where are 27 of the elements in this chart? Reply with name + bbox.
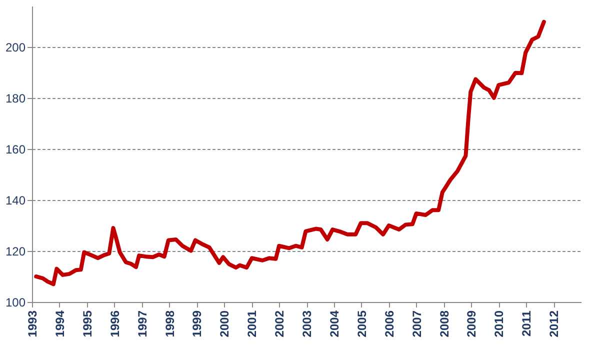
line-series bbox=[34, 20, 546, 286]
x-tick-label: 1999 bbox=[190, 310, 204, 338]
x-tick-label: 2009 bbox=[464, 310, 479, 338]
x-tick-label: 2002 bbox=[272, 310, 287, 338]
x-tick-label: 2005 bbox=[354, 310, 369, 338]
y-tick-label: 200 bbox=[5, 40, 26, 54]
x-tick-label: 2008 bbox=[437, 310, 452, 338]
y-tick-label: 180 bbox=[5, 91, 26, 106]
x-tick-label: 1993 bbox=[26, 310, 40, 338]
x-tick-label: 2000 bbox=[218, 310, 232, 338]
x-tick-label: 1998 bbox=[162, 310, 177, 338]
y-tick-label: 100 bbox=[5, 296, 26, 310]
x-tick-label: 1996 bbox=[108, 310, 122, 338]
x-tick-label: 1997 bbox=[135, 310, 150, 338]
y-tick-label: 160 bbox=[5, 142, 26, 156]
x-tick-label: 2001 bbox=[245, 310, 260, 338]
x-tick-label: 2011 bbox=[520, 310, 534, 337]
x-tick-label: 2004 bbox=[327, 310, 342, 338]
x-tick-label: 1994 bbox=[52, 310, 67, 338]
x-tick-label: 2003 bbox=[300, 310, 314, 338]
x-tick-label: 2006 bbox=[382, 310, 396, 338]
x-tick-label: 1995 bbox=[80, 310, 94, 338]
x-tick-label: 2010 bbox=[492, 310, 506, 338]
x-tick-label: 2007 bbox=[410, 310, 424, 338]
y-tick-label: 120 bbox=[5, 244, 26, 258]
x-tick-label: 2012 bbox=[547, 310, 562, 338]
y-tick-label: 140 bbox=[5, 193, 26, 208]
